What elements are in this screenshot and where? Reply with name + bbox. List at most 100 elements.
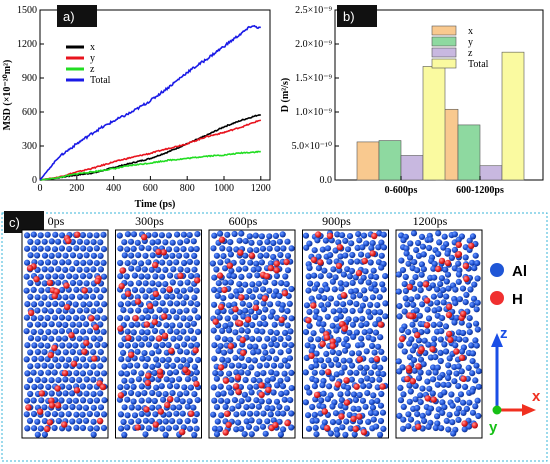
al-atom — [243, 418, 250, 425]
al-atom — [359, 302, 366, 309]
al-atom — [350, 333, 357, 340]
al-atom — [184, 335, 191, 342]
al-atom — [124, 260, 131, 267]
al-atom — [24, 342, 31, 349]
al-atom — [34, 431, 41, 438]
al-atom — [414, 293, 421, 300]
al-atom — [312, 424, 319, 431]
al-atom — [247, 259, 254, 266]
al-atom — [66, 342, 73, 349]
al-atom — [445, 285, 452, 292]
al-atom — [418, 233, 426, 240]
al-atom — [169, 322, 176, 329]
al-atom — [86, 410, 93, 418]
al-atom — [335, 239, 342, 246]
al-atom — [41, 349, 48, 356]
al-atom — [90, 431, 97, 438]
al-atom — [346, 273, 353, 280]
al-atom — [318, 287, 325, 294]
al-atom — [448, 391, 455, 398]
al-atom — [367, 314, 374, 321]
al-atom — [231, 230, 238, 238]
al-atom — [269, 405, 276, 412]
al-atom — [470, 295, 478, 302]
h-atom — [117, 392, 125, 399]
al-atom — [93, 287, 100, 294]
h-atom — [334, 381, 342, 388]
al-atom — [176, 334, 183, 342]
h-atom — [182, 366, 189, 373]
al-atom — [30, 369, 37, 376]
al-atom — [45, 273, 52, 280]
al-atom — [268, 341, 275, 348]
panel-c-snapshots: c) 0ps 300ps 600ps 900ps 1200ps AlH z x y — [1, 211, 548, 462]
al-atom — [451, 319, 458, 326]
al-atom — [41, 377, 48, 384]
al-atom — [462, 299, 469, 306]
al-atom — [313, 431, 320, 438]
al-atom — [424, 378, 431, 385]
al-atom — [415, 252, 423, 259]
x-tick-label: 1000 — [214, 183, 234, 194]
al-atom — [288, 315, 295, 322]
al-atom — [442, 266, 449, 273]
al-atom — [285, 335, 292, 342]
bar-x — [356, 141, 380, 181]
al-atom — [420, 361, 427, 368]
al-atom — [240, 313, 247, 320]
al-atom — [142, 335, 149, 342]
al-atom — [283, 405, 291, 412]
al-atom — [349, 362, 356, 369]
al-atom — [438, 328, 445, 335]
al-atom — [474, 275, 481, 282]
al-atom — [424, 328, 431, 335]
al-atom — [323, 350, 330, 357]
al-atom — [58, 245, 65, 252]
al-atom — [419, 243, 427, 250]
al-atom — [100, 246, 108, 253]
al-atom — [155, 362, 162, 369]
al-atom — [372, 329, 380, 336]
h-atom — [373, 355, 381, 363]
al-atom — [359, 315, 366, 322]
al-atom — [264, 405, 271, 412]
h-atom — [460, 310, 467, 317]
al-atom — [191, 363, 198, 370]
h-atom — [128, 351, 135, 358]
h-atom — [160, 249, 167, 256]
al-atom — [120, 307, 127, 314]
h-atom — [237, 320, 244, 327]
al-atom — [324, 396, 331, 403]
al-atom — [358, 251, 365, 258]
al-atom — [276, 403, 283, 411]
h-atom — [343, 377, 350, 384]
al-atom — [152, 314, 159, 321]
al-atom — [94, 341, 101, 348]
al-atom — [349, 307, 356, 315]
al-atom — [258, 259, 265, 266]
al-atom — [396, 412, 403, 419]
al-atom — [159, 273, 166, 280]
al-atom — [266, 287, 273, 294]
al-atom — [363, 364, 370, 371]
al-atom — [26, 321, 34, 328]
al-atom — [218, 397, 225, 404]
al-atom — [142, 417, 149, 424]
y-ticks: 0.05.0×10⁻¹⁰1.0×10⁻⁹1.5×10⁻⁹2.0×10⁻⁹2.5×… — [292, 5, 339, 186]
al-atom — [233, 369, 240, 376]
al-atom — [69, 321, 76, 328]
al-atom — [52, 231, 59, 238]
al-atom — [138, 383, 145, 390]
al-atom — [152, 411, 159, 418]
al-atom — [130, 245, 137, 252]
al-atom — [417, 392, 424, 399]
al-atom — [280, 426, 287, 433]
al-atom — [248, 239, 255, 246]
al-atom — [62, 376, 69, 383]
al-atom — [318, 397, 325, 404]
al-atom — [180, 328, 187, 335]
al-atom — [462, 254, 469, 261]
snapshot-1200ps: 1200ps — [395, 214, 483, 439]
al-atom — [283, 280, 290, 288]
